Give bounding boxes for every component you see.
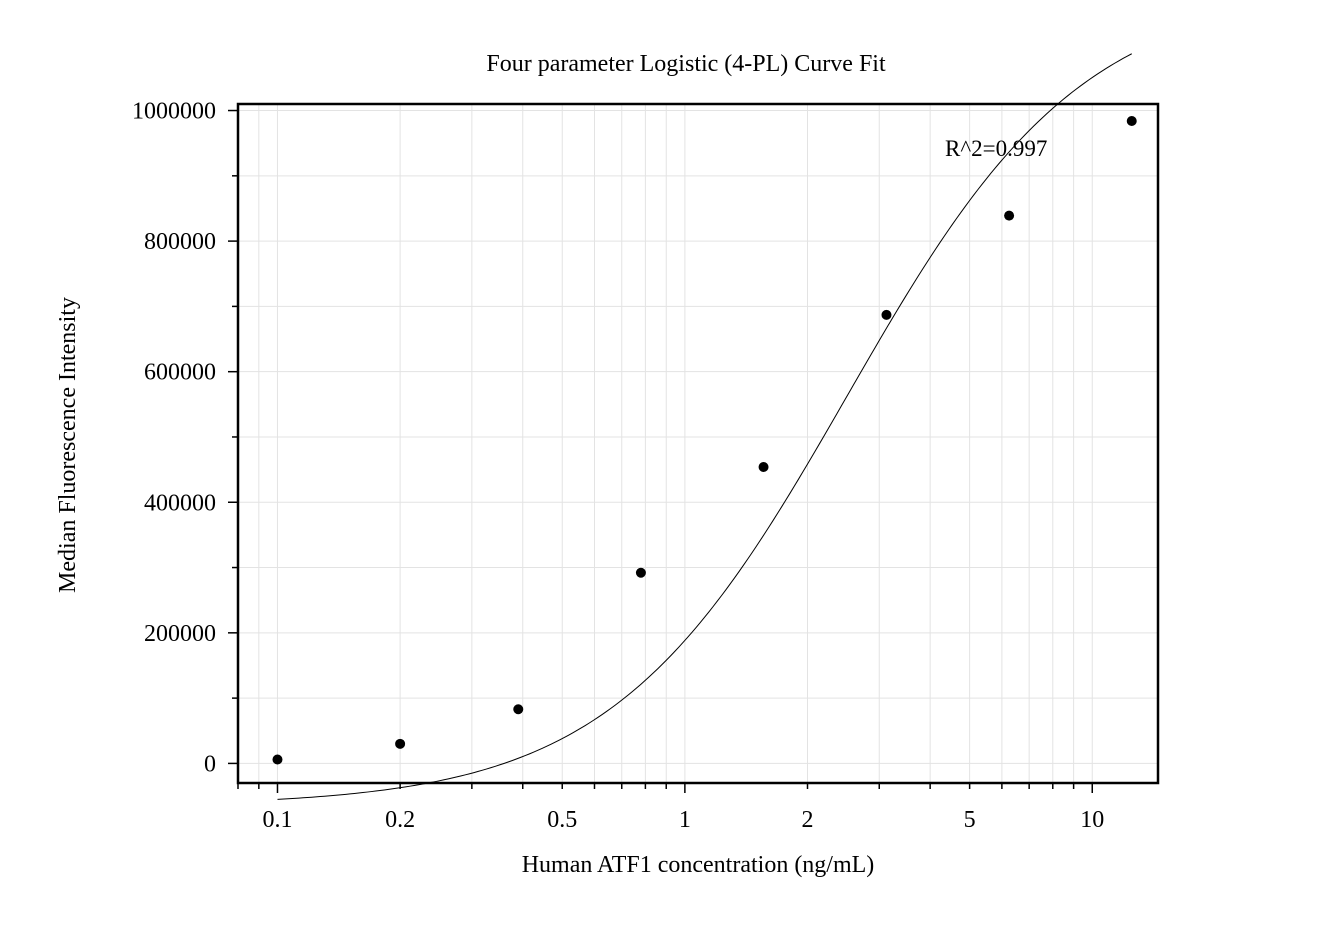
- data-point: [272, 754, 283, 765]
- y-tick-label: 200000: [144, 621, 216, 647]
- r-squared-annotation: R^2=0.997: [945, 136, 1047, 161]
- data-point: [513, 704, 524, 715]
- data-point: [1126, 115, 1137, 126]
- plot-frame: [236, 102, 1160, 785]
- y-axis: 0 200000 400000 600000 800000 1000000: [132, 99, 238, 777]
- y-tick-label: 400000: [144, 490, 216, 516]
- fit-curve: [277, 53, 1132, 800]
- y-tick-label: 600000: [144, 360, 216, 386]
- x-tick-label: 1: [679, 807, 691, 833]
- y-tick-label: 0: [204, 751, 216, 777]
- x-axis-label: Human ATF1 concentration (ng/mL): [522, 852, 875, 878]
- x-tick-label: 10: [1080, 807, 1104, 833]
- data-point: [395, 738, 406, 749]
- x-tick-label: 0.2: [385, 807, 415, 833]
- x-tick-label: 2: [802, 807, 814, 833]
- grid: [237, 104, 1158, 783]
- data-point: [881, 309, 892, 320]
- x-tick-label: 0.1: [262, 807, 292, 833]
- data-point: [758, 462, 769, 473]
- x-tick-label: 0.5: [547, 807, 577, 833]
- data-point: [635, 567, 646, 578]
- y-axis-label: Median Fluorescence Intensity: [55, 297, 81, 593]
- x-axis: 0.1 0.2 0.5 1 2 5 10: [237, 783, 1104, 833]
- data-points: [272, 115, 1137, 765]
- y-tick-label: 1000000: [132, 99, 216, 125]
- x-tick-label: 5: [964, 807, 976, 833]
- chart-title: Four parameter Logistic (4-PL) Curve Fit: [486, 51, 886, 77]
- y-tick-label: 800000: [144, 229, 216, 255]
- data-point: [1004, 210, 1015, 221]
